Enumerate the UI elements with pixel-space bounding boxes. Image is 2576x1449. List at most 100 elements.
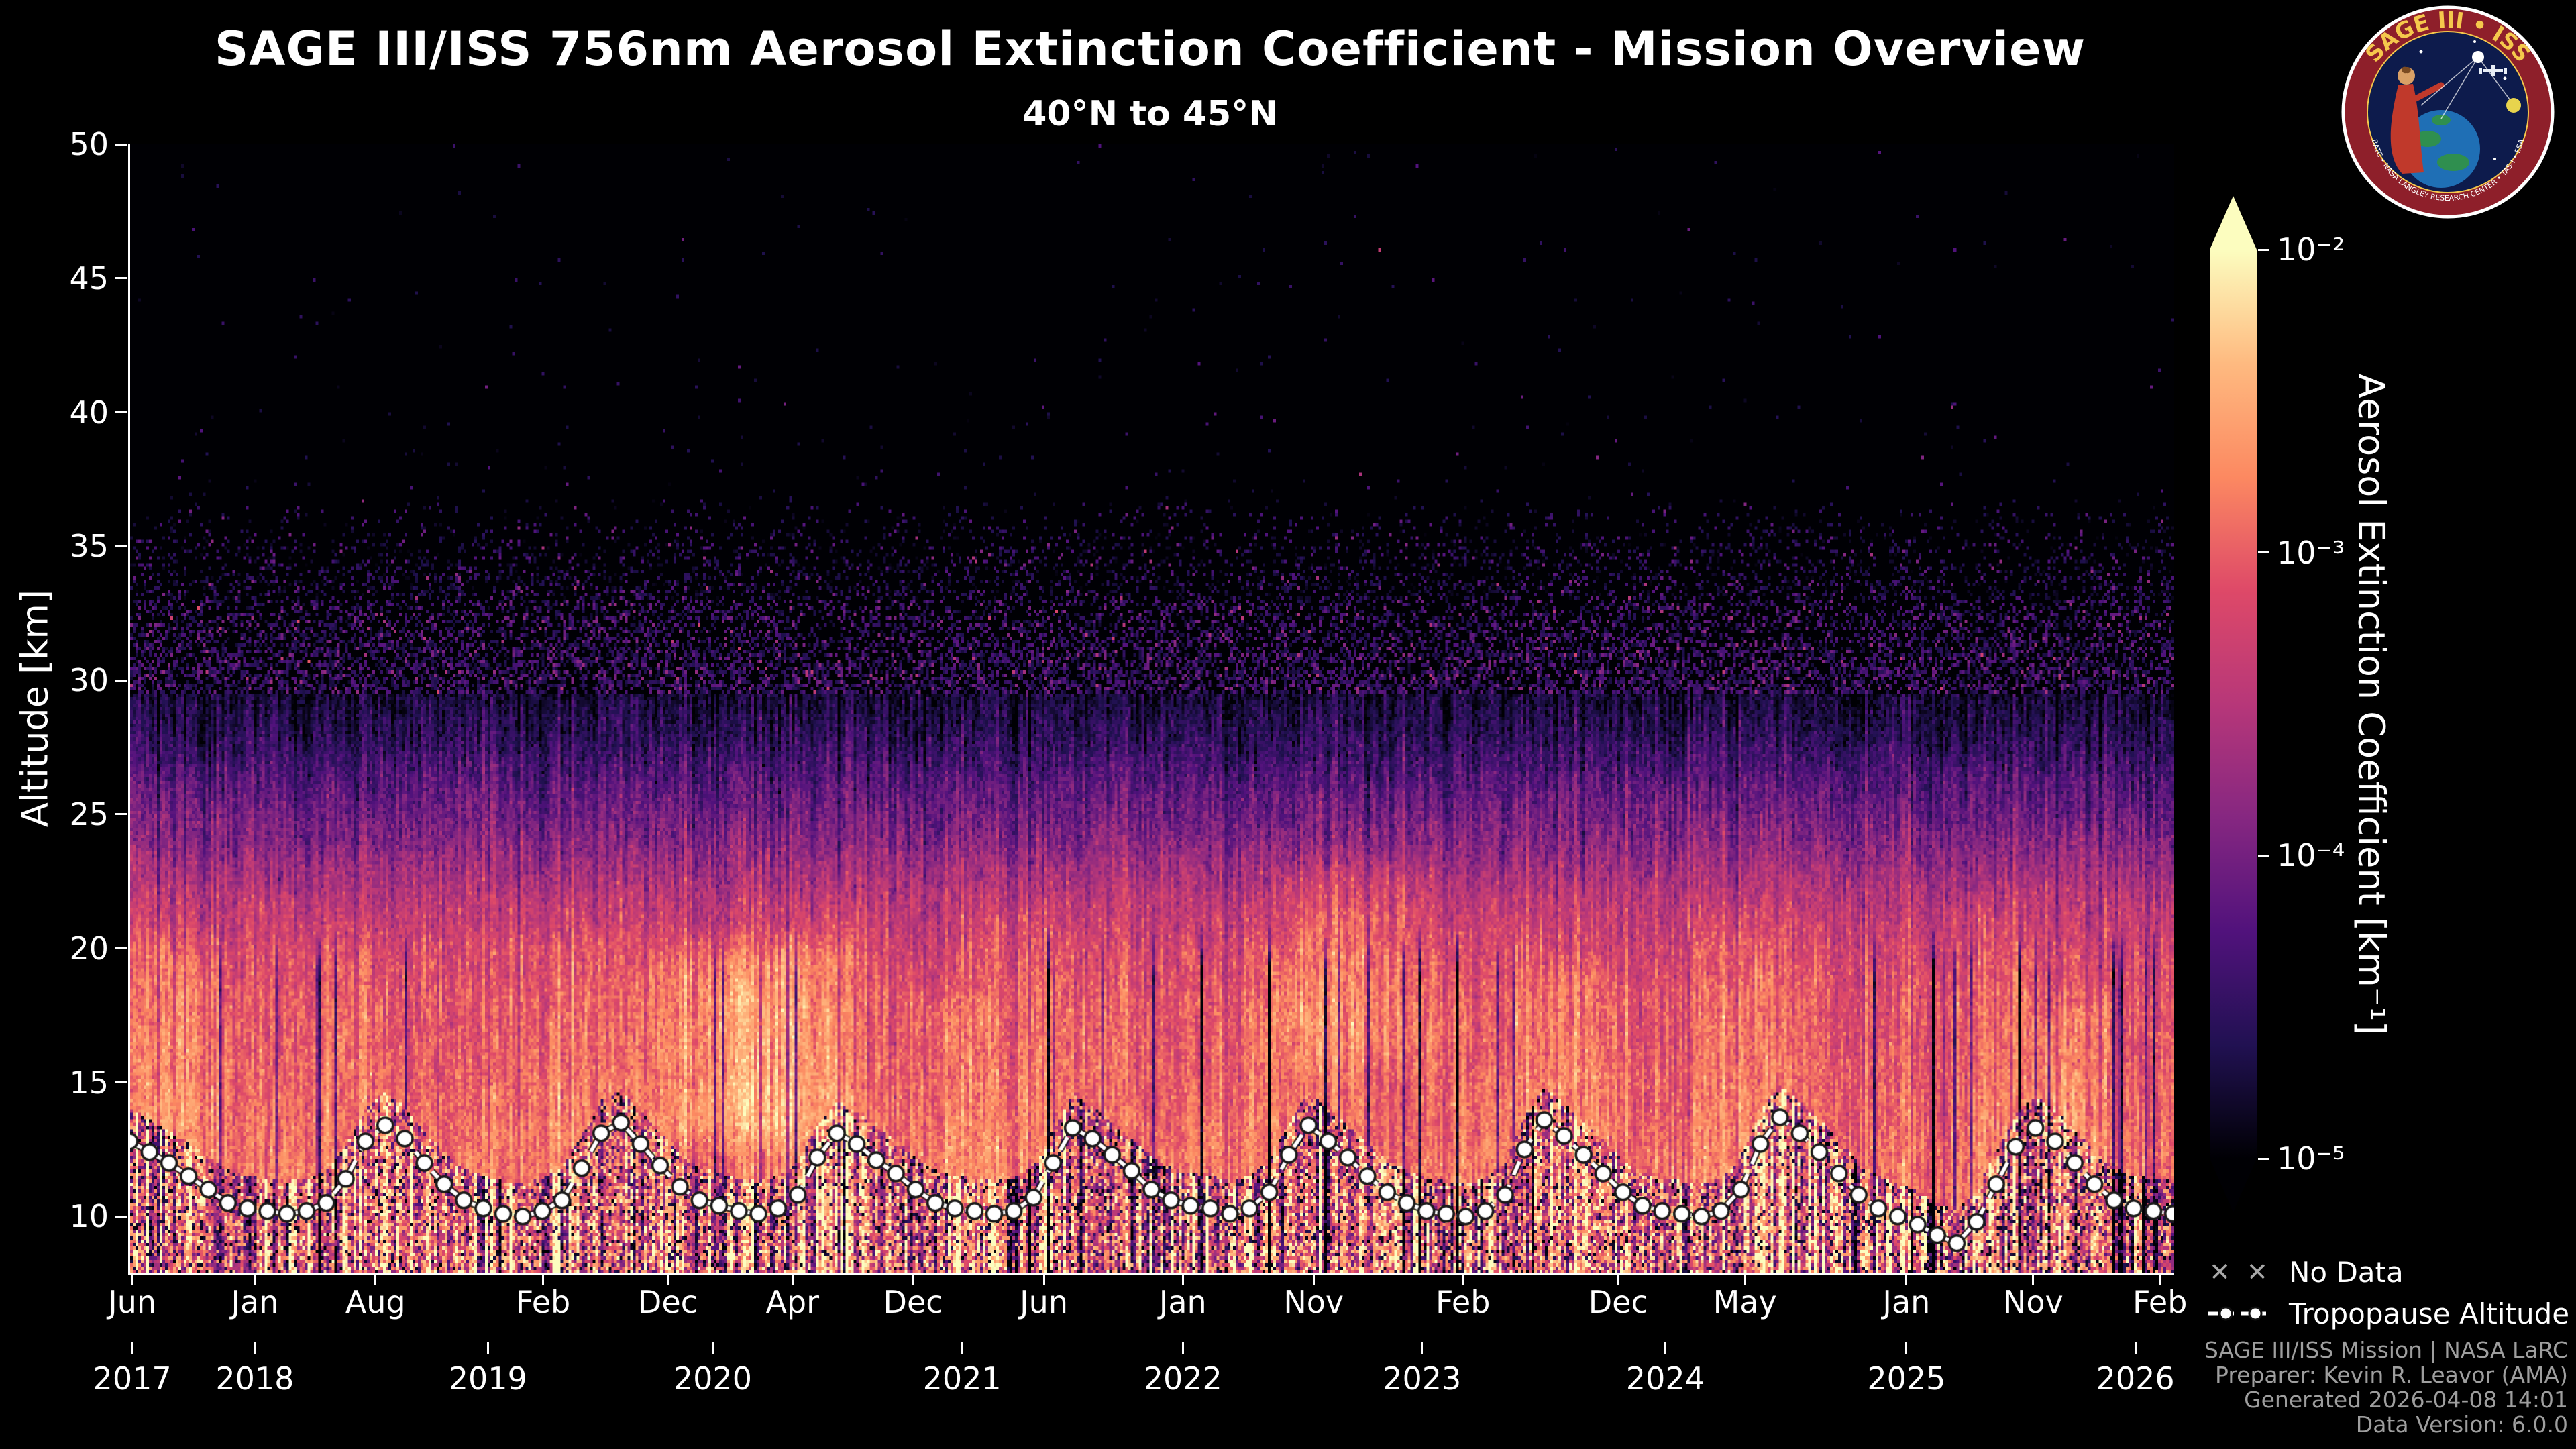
x-month-tick-mark (2159, 1275, 2161, 1285)
x-year-tick-label: 2026 (2096, 1360, 2175, 1397)
x-month-tick-label: Aug (345, 1284, 406, 1320)
colorbar-tick-label: 10⁻⁵ (2277, 1140, 2345, 1177)
y-tick-mark (115, 545, 127, 547)
y-tick-label: 40 (69, 394, 109, 431)
y-tick-mark (115, 1215, 127, 1218)
y-tick-label: 30 (69, 662, 109, 699)
y-tick-label: 45 (69, 260, 109, 297)
x-month-tick-mark (1312, 1275, 1315, 1285)
x-month-tick-mark (1617, 1275, 1619, 1285)
x-year-tick-label: 2017 (93, 1360, 172, 1397)
colorbar-tick-label: 10⁻² (2277, 231, 2345, 268)
y-tick-mark (115, 143, 127, 146)
y-tick-label: 15 (69, 1064, 109, 1101)
colorbar-tick-mark (2258, 854, 2269, 857)
x-month-tick-label: Dec (883, 1284, 943, 1320)
tropopause-label: Tropopause Altitude (2289, 1297, 2570, 1330)
x-year-tick-mark (1664, 1342, 1666, 1354)
x-month-tick-label: Jan (1882, 1284, 1931, 1320)
x-month-tick-label: Feb (515, 1284, 571, 1320)
x-month-tick-mark (1042, 1275, 1045, 1285)
logo-iss (2479, 65, 2507, 76)
colorbar-gradient (2210, 250, 2257, 1159)
y-tick-mark (115, 411, 127, 414)
x-month-tick-label: Feb (2132, 1284, 2188, 1320)
no-data-label: No Data (2289, 1255, 2404, 1289)
x-year-tick-label: 2022 (1143, 1360, 1222, 1397)
y-tick-label: 35 (69, 528, 109, 565)
logo-figure (2390, 84, 2424, 174)
x-year-tick-label: 2023 (1383, 1360, 1462, 1397)
x-month-tick-mark (1181, 1275, 1184, 1285)
footer-credits: SAGE III/ISS Mission | NASA LaRC Prepare… (2204, 1338, 2568, 1437)
x-month-tick-label: Dec (637, 1284, 698, 1320)
legend-tropopause: Tropopause Altitude (2207, 1295, 2569, 1332)
footer-data-version: Data Version: 6.0.0 (2355, 1411, 2568, 1438)
footer-generated: Generated 2026-04-08 14:01 (2244, 1387, 2568, 1413)
x-month-tick-label: Jun (108, 1284, 157, 1320)
x-year-tick-mark (486, 1342, 489, 1354)
y-tick-mark (115, 813, 127, 816)
x-year-tick-mark (1421, 1342, 1424, 1354)
x-month-tick-label: Jan (1159, 1284, 1207, 1320)
legend-no-data: ✕ ✕ No Data (2207, 1253, 2404, 1291)
x-year-tick-label: 2021 (922, 1360, 1002, 1397)
x-year-tick-label: 2024 (1625, 1360, 1705, 1397)
colorbar-label: Aerosol Extinction Coefficient [km⁻¹] (2350, 373, 2393, 1036)
x-month-tick-label: Apr (765, 1284, 820, 1320)
x-month-tick-mark (1905, 1275, 1908, 1285)
y-tick-mark (115, 679, 127, 682)
x-month-tick-mark (912, 1275, 914, 1285)
x-year-tick-label: 2019 (448, 1360, 527, 1397)
x-year-tick-label: 2020 (673, 1360, 752, 1397)
x-month-tick-label: Jun (1020, 1284, 1068, 1320)
x-month-tick-mark (2032, 1275, 2035, 1285)
x-month-tick-mark (374, 1275, 377, 1285)
footer-mission: SAGE III/ISS Mission | NASA LaRC (2204, 1337, 2568, 1363)
x-year-tick-mark (961, 1342, 963, 1354)
x-month-tick-mark (254, 1275, 256, 1285)
colorbar-tick-mark (2258, 551, 2269, 554)
y-tick-mark (115, 277, 127, 280)
y-tick-label: 10 (69, 1198, 109, 1235)
x-month-tick-mark (542, 1275, 545, 1285)
x-year-tick-mark (254, 1342, 256, 1354)
plot-area (128, 144, 2174, 1275)
x-month-tick-label: Feb (1435, 1284, 1491, 1320)
x-month-tick-label: May (1713, 1284, 1777, 1320)
x-year-tick-label: 2018 (215, 1360, 294, 1397)
latitude-band-subtitle: 40°N to 45°N (1022, 94, 1278, 134)
x-month-tick-mark (791, 1275, 794, 1285)
y-tick-label: 50 (69, 126, 109, 162)
x-month-tick-label: Jan (231, 1284, 279, 1320)
x-year-tick-mark (711, 1342, 714, 1354)
footer-preparer: Preparer: Kevin R. Leavor (AMA) (2215, 1362, 2568, 1388)
y-tick-mark (115, 1081, 127, 1083)
colorbar-extend-min-arrow (2210, 1159, 2257, 1212)
logo-moon (2506, 98, 2521, 113)
x-year-tick-mark (2134, 1342, 2137, 1354)
x-month-tick-mark (1743, 1275, 1746, 1285)
x-year-tick-mark (131, 1342, 133, 1354)
x-year-tick-mark (1181, 1342, 1184, 1354)
x-year-tick-mark (1905, 1342, 1908, 1354)
x-month-tick-label: Nov (1283, 1284, 1344, 1320)
sage-iss-logo: SAGE III • ISS BATC • NASA LANGLEY RESEA… (2341, 5, 2555, 219)
page-title: SAGE III/ISS 756nm Aerosol Extinction Co… (214, 21, 2086, 76)
x-month-tick-mark (131, 1275, 133, 1285)
x-year-tick-label: 2025 (1867, 1360, 1946, 1397)
y-tick-mark (115, 947, 127, 950)
x-month-tick-mark (666, 1275, 669, 1285)
tropopause-line-marker (2208, 1306, 2273, 1321)
colorbar-tick-label: 10⁻³ (2277, 534, 2345, 571)
x-month-tick-mark (1462, 1275, 1464, 1285)
colorbar-tick-mark (2258, 248, 2269, 251)
colorbar-tick-mark (2258, 1157, 2269, 1160)
no-data-hatch-marker: ✕ ✕ (2209, 1257, 2272, 1287)
y-tick-label: 25 (69, 796, 109, 833)
y-tick-label: 20 (69, 930, 109, 967)
x-month-tick-label: Nov (2002, 1284, 2063, 1320)
x-month-tick-label: Dec (1588, 1284, 1648, 1320)
colorbar-extend-max-arrow (2210, 196, 2257, 250)
